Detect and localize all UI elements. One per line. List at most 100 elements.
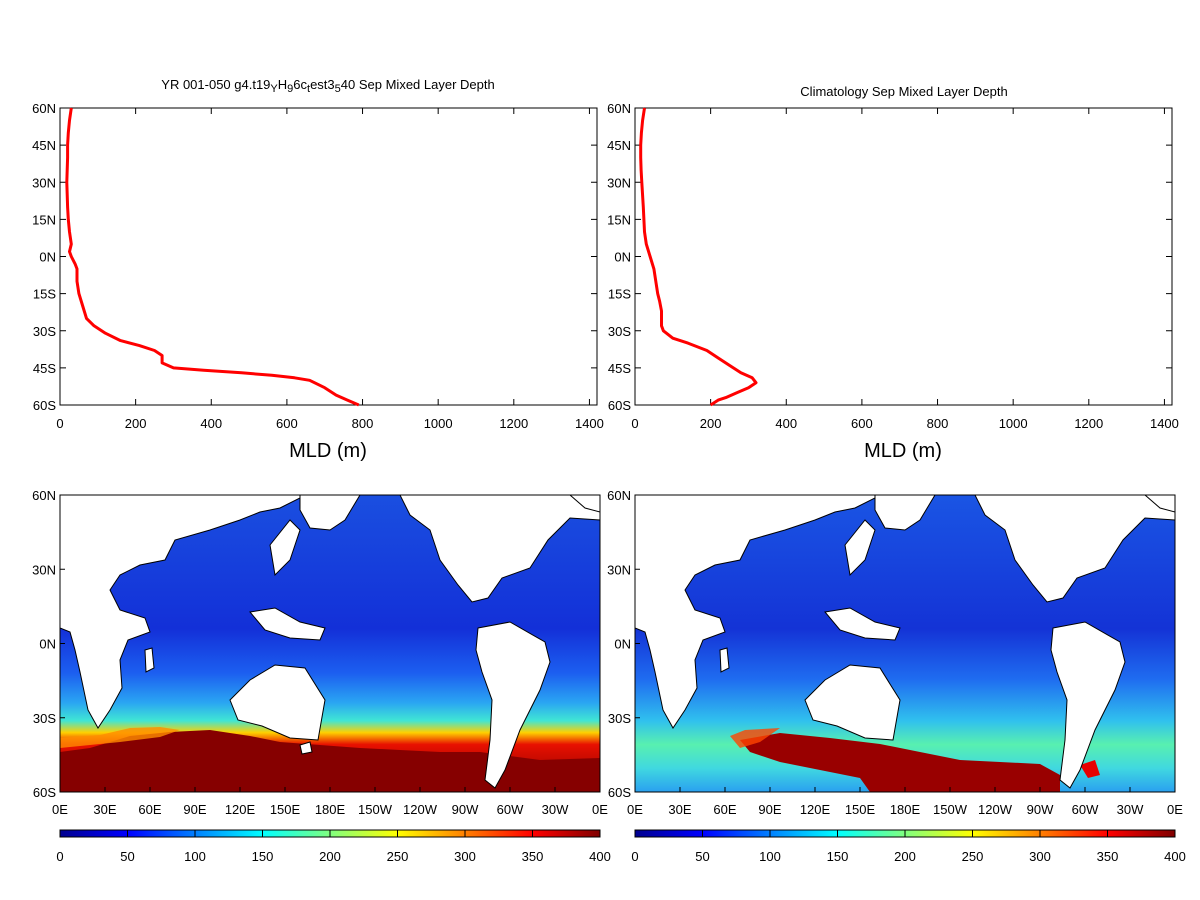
y-tick-label: 60N	[32, 488, 56, 503]
y-tick-label: 60S	[608, 785, 631, 800]
x-tick-label: 30W	[1117, 802, 1144, 817]
colorbar-tick-label: 300	[454, 849, 476, 864]
y-tick-label: 60N	[607, 101, 631, 116]
title-part: 5	[335, 83, 341, 95]
x-axis-label: MLD (m)	[289, 440, 367, 462]
colorbar-tick-label: 0	[631, 849, 638, 864]
x-tick-label: 30W	[542, 802, 569, 817]
x-tick-label: 0	[56, 416, 63, 431]
x-tick-label: 60E	[138, 802, 161, 817]
title-part: est3	[310, 77, 335, 92]
map-panel-climatology	[634, 494, 1176, 793]
chart-title: YR 001-050 g4.t19YH96ctest3540 Sep Mixed…	[161, 77, 494, 95]
x-tick-label: 1200	[499, 416, 528, 431]
x-tick-label: 30E	[668, 802, 691, 817]
colorbar-tick-label: 400	[589, 849, 611, 864]
x-tick-label: 30E	[93, 802, 116, 817]
title-part: 40 Sep Mixed Layer Depth	[341, 77, 495, 92]
deep-mld-band	[740, 733, 1060, 792]
profile-panel-climatology: Climatology Sep Mixed Layer Depth 60N 45N 3…	[607, 84, 1179, 462]
y-tick-label: 60N	[32, 101, 56, 116]
colorbar-tick-label: 200	[319, 849, 341, 864]
x-tick-label: 1400	[575, 416, 604, 431]
x-tick-label: 0E	[592, 802, 608, 817]
colorbar-tick-label: 0	[56, 849, 63, 864]
x-tick-label: 150W	[358, 802, 393, 817]
x-tick-label: 150W	[933, 802, 968, 817]
y-tick-label: 15N	[32, 212, 56, 227]
x-tick-label: 120W	[978, 802, 1013, 817]
x-tick-label: 0E	[1167, 802, 1183, 817]
x-tick-label: 60W	[1072, 802, 1099, 817]
colorbar-tick-label: 400	[1164, 849, 1186, 864]
colorbar-tick-label: 250	[387, 849, 409, 864]
colorbar-tick-label: 150	[252, 849, 274, 864]
y-tick-label: 15N	[607, 212, 631, 227]
x-tick-label: 600	[276, 416, 298, 431]
x-tick-label: 400	[775, 416, 797, 431]
title-part: 6c	[293, 77, 307, 92]
land-masses	[60, 495, 600, 789]
x-tick-label: 1000	[999, 416, 1028, 431]
x-tick-label: 150E	[845, 802, 876, 817]
chart-title: Climatology Sep Mixed Layer Depth	[800, 84, 1007, 99]
y-tick-label: 60S	[608, 398, 631, 413]
colorbar-tick-label: 350	[522, 849, 544, 864]
x-tick-label: 0E	[52, 802, 68, 817]
x-tick-label: 1200	[1074, 416, 1103, 431]
frontal-band	[730, 728, 780, 748]
deep-mld-band	[60, 730, 600, 792]
colorbar-tick-label: 100	[184, 849, 206, 864]
y-tick-label: 60N	[607, 488, 631, 503]
y-tick-label: 15S	[608, 287, 631, 302]
y-tick-label: 15S	[33, 287, 56, 302]
y-tick-label: 60S	[33, 785, 56, 800]
x-tick-label: 600	[851, 416, 873, 431]
colorbar-tick-label: 100	[759, 849, 781, 864]
y-tick-label: 45S	[608, 361, 631, 376]
y-tick-label: 45N	[607, 138, 631, 153]
x-tick-label: 120W	[403, 802, 438, 817]
y-tick-label: 30S	[608, 324, 631, 339]
title-part: 9	[287, 83, 293, 95]
y-tick-label: 30S	[33, 324, 56, 339]
x-tick-label: 0E	[627, 802, 643, 817]
x-tick-label: 800	[927, 416, 949, 431]
y-tick-label: 30S	[33, 711, 56, 726]
map-axes-climatology: 0E 30E 60E 90E 120E 150E 180E 150W 120W 90W 60W 30W…	[607, 488, 1186, 864]
x-tick-label: 90W	[1027, 802, 1054, 817]
title-part: t	[307, 83, 310, 95]
x-tick-label: 200	[700, 416, 722, 431]
y-tick-label: 0N	[614, 250, 631, 265]
y-tick-label: 0N	[39, 637, 56, 652]
x-tick-label: 1000	[424, 416, 453, 431]
mld-profile-line	[639, 107, 758, 407]
x-tick-label: 90E	[758, 802, 781, 817]
colorbar-tick-label: 150	[827, 849, 849, 864]
land-masses	[635, 495, 1175, 789]
frontal-band	[60, 727, 180, 748]
y-tick-label: 30N	[32, 562, 56, 577]
y-tick-label: 30S	[608, 711, 631, 726]
map-axes-model: 0E 30E 60E 90E 120E 150E 180E 150W 120W 90W 60W 30W…	[32, 488, 611, 864]
y-tick-label: 0N	[39, 250, 56, 265]
map-panel-model	[59, 494, 601, 793]
title-part: YR 001-050 g4.t19	[161, 77, 270, 92]
x-tick-label: 180E	[315, 802, 346, 817]
x-tick-label: 150E	[270, 802, 301, 817]
y-tick-label: 30N	[607, 175, 631, 190]
colorbar-tick-label: 200	[894, 849, 916, 864]
colorbar-tick-label: 300	[1029, 849, 1051, 864]
x-tick-label: 200	[125, 416, 147, 431]
x-tick-label: 90W	[452, 802, 479, 817]
hotspot	[1080, 760, 1100, 778]
y-tick-label: 30N	[32, 175, 56, 190]
colorbar-tick-label: 50	[695, 849, 709, 864]
y-tick-label: 60S	[33, 398, 56, 413]
x-tick-label: 60E	[713, 802, 736, 817]
x-tick-label: 180E	[890, 802, 921, 817]
x-axis-label: MLD (m)	[864, 440, 942, 462]
x-tick-label: 1400	[1150, 416, 1179, 431]
x-tick-label: 120E	[225, 802, 256, 817]
